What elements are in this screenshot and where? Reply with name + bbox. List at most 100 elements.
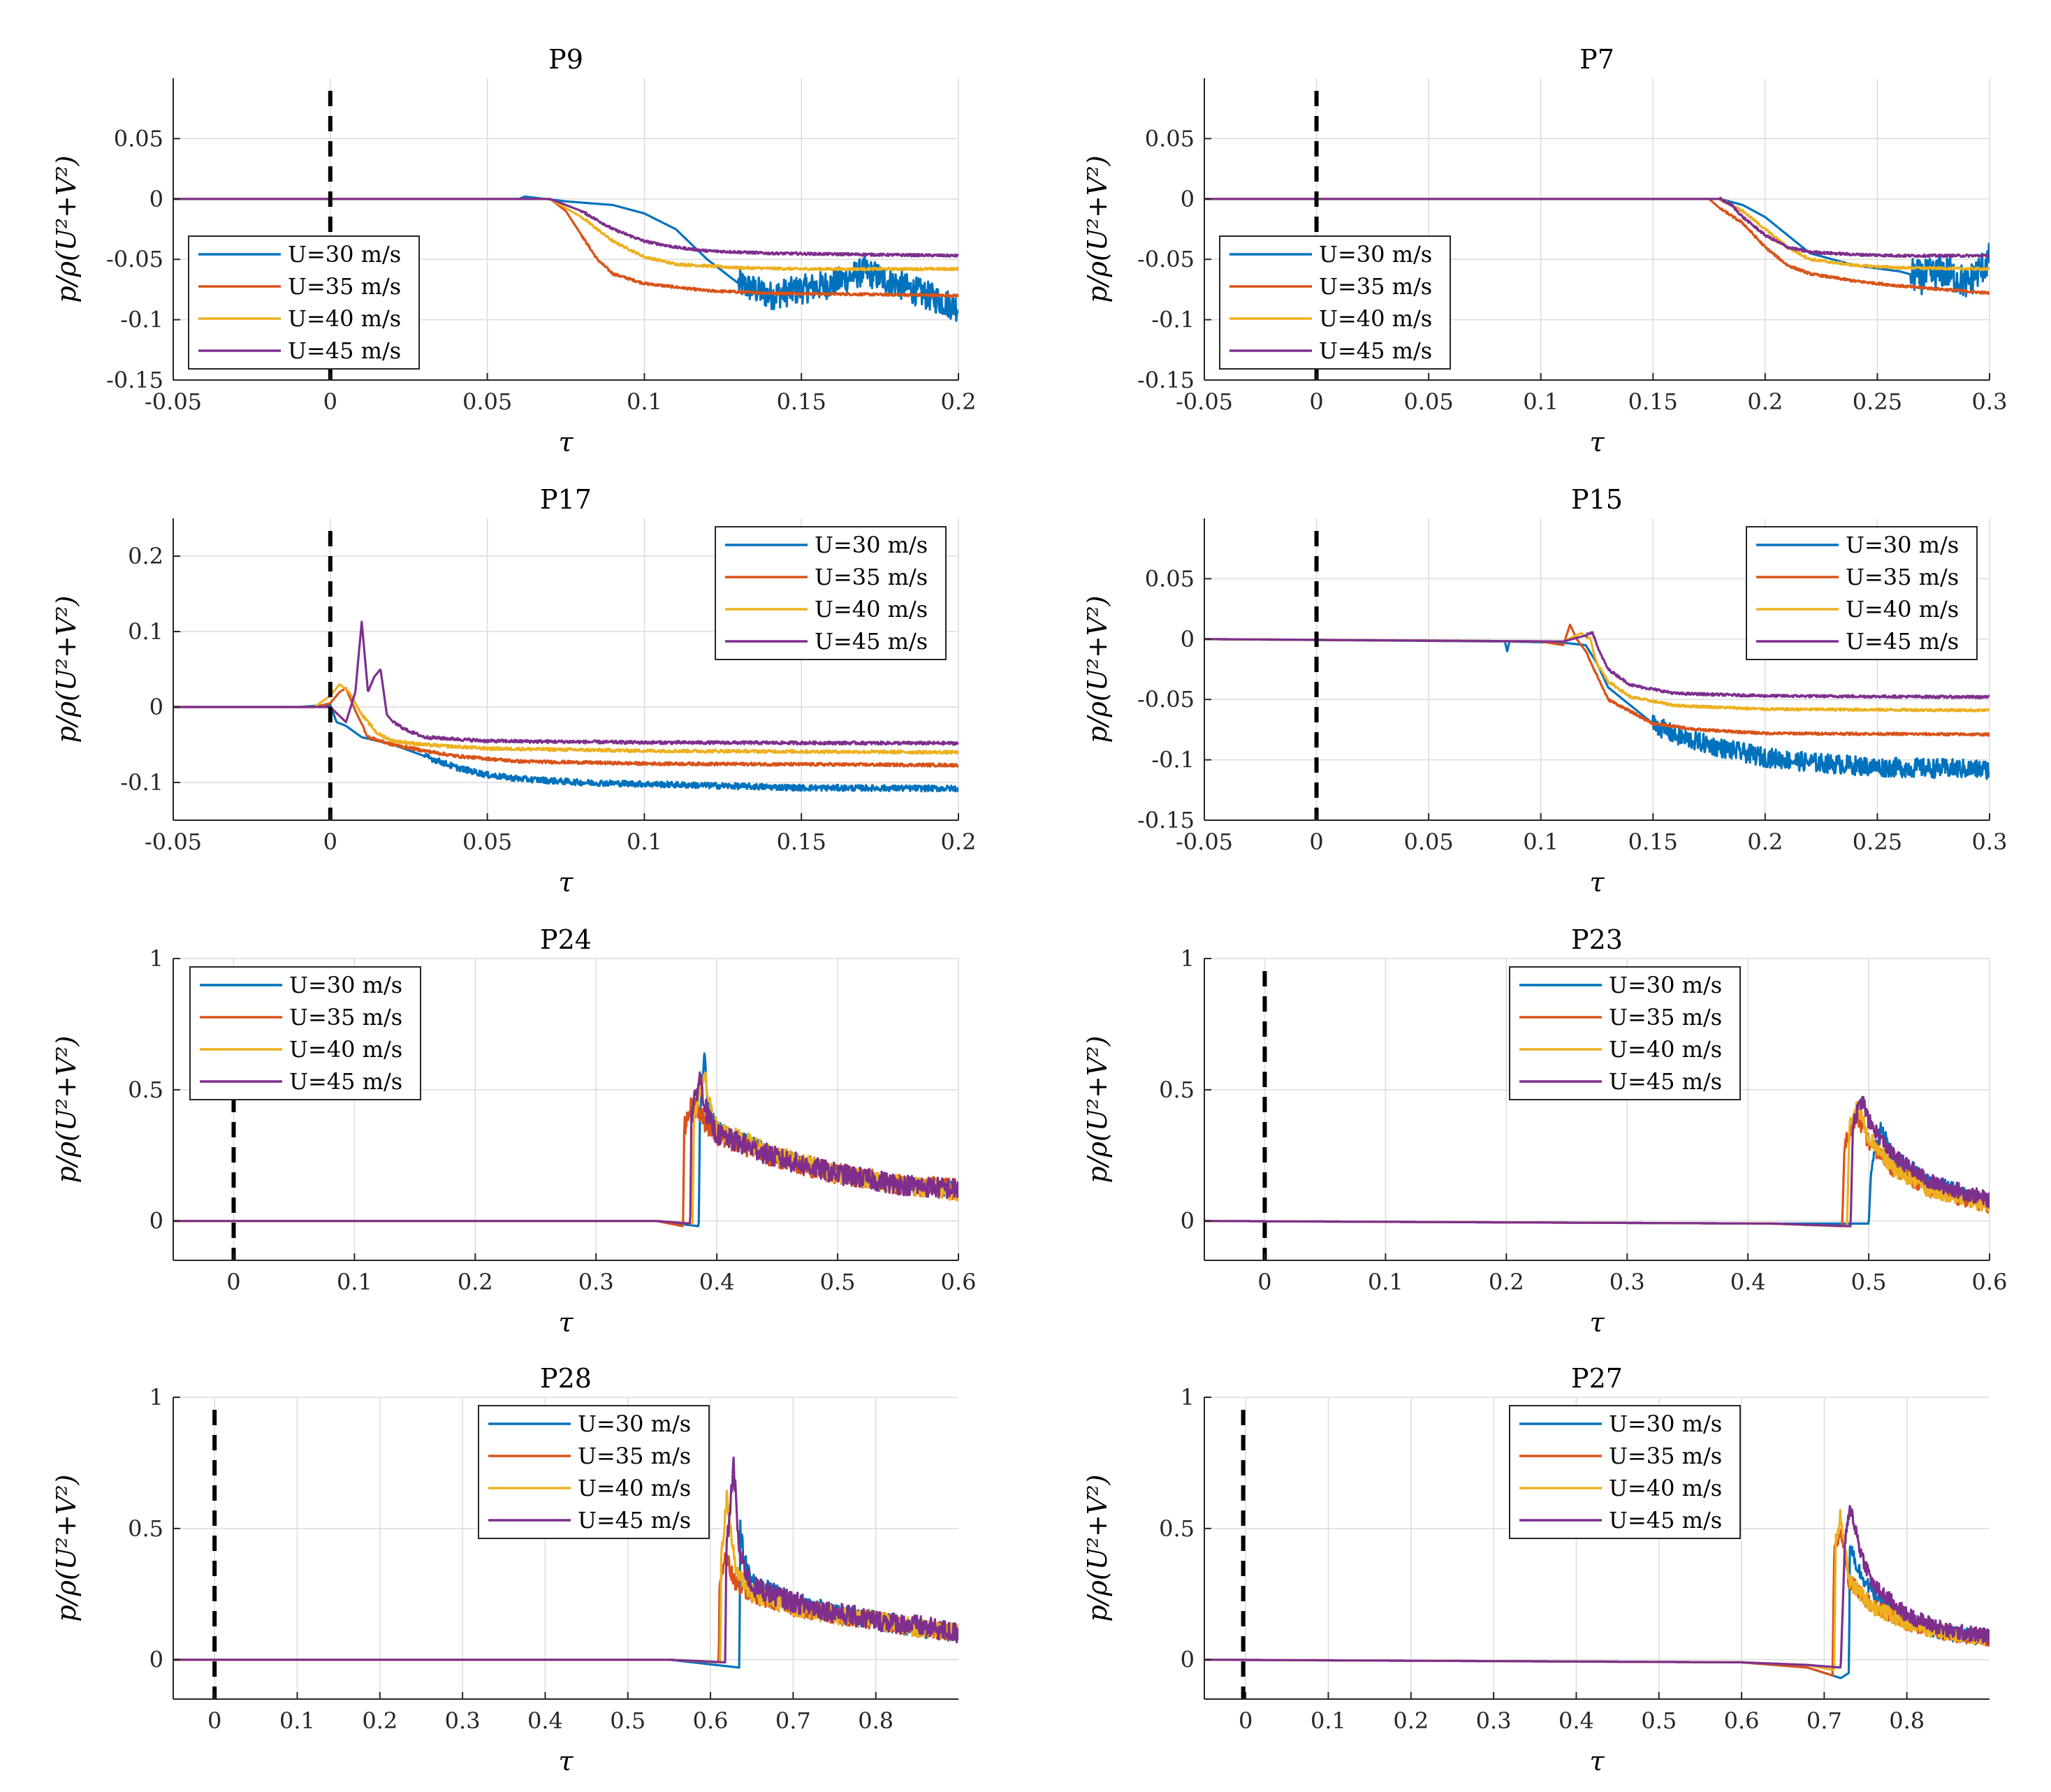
x-tick-label: 0.1 (627, 388, 662, 415)
x-tick-label: 0.8 (858, 1707, 893, 1734)
x-tick-label: 0 (1309, 829, 1323, 855)
chart-panel-p7: -0.05 0 0.05 0.1 0.15 0.2 0.25 0.3 -0.15 -0.1 -0.0… (1082, 44, 2007, 458)
y-axis-label: p/ρ(U²+V²) (1082, 1036, 1113, 1183)
y-tick-label: 0.5 (128, 1077, 163, 1103)
chart-panel-p28: 0 0.1 0.2 0.3 0.4 0.5 0.6 0.7 0.8 0 0.5 1 P28 τ p/ρ(U²… (51, 1363, 958, 1777)
legend-label: U=30 m/s (288, 241, 401, 268)
legend: U=30 m/s U=35 m/s U=40 m/s U=45 m/s (189, 966, 421, 1100)
series-line-45ms (1204, 196, 1990, 258)
y-tick-label: 0 (149, 694, 163, 720)
y-axis-label: p/ρ(U²+V²) (51, 596, 82, 743)
y-tick-label: 0.5 (1159, 1515, 1195, 1542)
x-tick-label: 0 (207, 1707, 221, 1734)
legend: U=30 m/s U=35 m/s U=40 m/s U=45 m/s (1509, 966, 1741, 1100)
legend-label: U=40 m/s (1846, 596, 1959, 622)
legend-label: U=45 m/s (815, 628, 928, 655)
y-tick-label: 1 (1181, 1384, 1195, 1411)
x-tick-label: 0.1 (627, 829, 662, 855)
chart-panel-p17: -0.05 0 0.05 0.1 0.15 0.2 -0.1 0 0.1 0.2 P17 τ p/ρ(U… (51, 484, 976, 898)
y-tick-label: -0.1 (1151, 307, 1195, 333)
x-axis-label: τ (558, 1746, 574, 1777)
x-tick-label: 0.2 (1747, 388, 1783, 415)
x-tick-label: 0.3 (445, 1707, 481, 1734)
legend-label: U=40 m/s (1609, 1475, 1722, 1501)
legend-label: U=40 m/s (288, 305, 401, 332)
legend: U=30 m/s U=35 m/s U=40 m/s U=45 m/s (1219, 235, 1451, 370)
y-tick-label: -0.1 (1151, 747, 1195, 773)
x-tick-label: 0.15 (777, 829, 826, 855)
legend-label: U=35 m/s (289, 1004, 402, 1030)
y-tick-label: 0.2 (128, 543, 163, 569)
x-axis-label: τ (558, 427, 574, 458)
x-tick-label: 0.5 (1641, 1707, 1677, 1734)
legend-label: U=30 m/s (289, 972, 402, 998)
x-tick-label: 0.25 (1853, 388, 1902, 415)
legend: U=30 m/s U=35 m/s U=40 m/s U=45 m/s (188, 235, 420, 370)
series-line-45ms (1204, 631, 1990, 700)
y-tick-label: -0.05 (1137, 686, 1195, 713)
legend: U=30 m/s U=35 m/s U=40 m/s U=45 m/s (1509, 1405, 1741, 1539)
x-tick-label: 0 (323, 388, 337, 415)
legend-box (715, 526, 947, 660)
x-tick-label: 0 (323, 829, 337, 855)
x-tick-label: -0.05 (1176, 829, 1233, 855)
legend-label: U=45 m/s (289, 1068, 402, 1095)
x-tick-label: 0.6 (1724, 1707, 1760, 1734)
series-line-45ms (1204, 1095, 1990, 1228)
chart-title: P15 (1571, 484, 1623, 515)
legend-label: U=40 m/s (1319, 305, 1432, 332)
x-tick-label: 0.2 (362, 1707, 397, 1734)
x-tick-label: 0.4 (1730, 1269, 1766, 1295)
x-tick-label: 0.05 (462, 829, 512, 855)
x-tick-label: 0.1 (1523, 829, 1559, 855)
legend-label: U=45 m/s (578, 1507, 691, 1534)
legend-label: U=35 m/s (1319, 273, 1432, 300)
x-tick-label: 0.6 (941, 1269, 977, 1295)
x-tick-label: 0.15 (1628, 388, 1678, 415)
x-axis-label: τ (558, 867, 574, 898)
x-tick-label: 0.25 (1853, 829, 1902, 855)
legend-label: U=35 m/s (1609, 1004, 1722, 1030)
legend-label: U=30 m/s (1319, 241, 1432, 268)
x-tick-label: 0.5 (610, 1707, 645, 1734)
legend-label: U=40 m/s (578, 1475, 691, 1501)
y-tick-label: 0.05 (1145, 125, 1195, 152)
legend-box (189, 966, 421, 1100)
x-axis-label: τ (1589, 1746, 1605, 1777)
legend-label: U=45 m/s (1319, 337, 1432, 364)
y-tick-label: 0 (1181, 1647, 1195, 1673)
x-tick-label: 0 (1309, 388, 1323, 415)
y-tick-label: 1 (1181, 945, 1195, 972)
chart-title: P23 (1571, 924, 1623, 955)
legend: U=30 m/s U=35 m/s U=40 m/s U=45 m/s (715, 526, 947, 660)
x-tick-label: 0.1 (1523, 388, 1559, 415)
y-axis-label: p/ρ(U²+V²) (1082, 156, 1113, 303)
series-line-45ms (173, 620, 958, 746)
x-tick-label: 0 (1239, 1707, 1253, 1734)
y-tick-label: 0 (1181, 1208, 1195, 1234)
series-line-45ms (173, 1071, 958, 1225)
legend-box (478, 1405, 710, 1539)
legend-box (1219, 235, 1451, 370)
y-tick-label: 0.05 (1145, 565, 1195, 592)
x-tick-label: 0.1 (1311, 1707, 1346, 1734)
legend-label: U=35 m/s (288, 273, 401, 300)
chart-panel-p23: 0 0.1 0.2 0.3 0.4 0.5 0.6 0 0.5 1 P23 τ p/ρ(U²+V²) U=… (1082, 924, 2007, 1338)
chart-title: P9 (548, 44, 583, 75)
chart-panel-p24: 0 0.1 0.2 0.3 0.4 0.5 0.6 0 0.5 1 P24 τ p/ρ(U²+V²) U=… (51, 924, 976, 1338)
x-tick-label: 0.7 (775, 1707, 811, 1734)
x-axis-label: τ (1589, 1307, 1605, 1338)
legend-label: U=30 m/s (1609, 972, 1722, 998)
x-tick-label: 0.1 (1368, 1269, 1403, 1295)
y-tick-label: 0 (149, 1208, 163, 1234)
y-tick-label: 0.1 (128, 618, 163, 645)
legend-label: U=35 m/s (1609, 1443, 1722, 1469)
x-tick-label: 0.2 (941, 388, 977, 415)
x-tick-label: 0.2 (941, 829, 977, 855)
chart-panel-p15: -0.05 0 0.05 0.1 0.15 0.2 0.25 0.3 -0.15 -0.1 -0.0… (1082, 484, 2007, 898)
y-axis-label: p/ρ(U²+V²) (1082, 596, 1113, 743)
chart-title: P28 (540, 1363, 592, 1394)
x-tick-label: 0 (1257, 1269, 1271, 1295)
chart-title: P17 (540, 484, 592, 515)
x-tick-label: 0.8 (1889, 1707, 1925, 1734)
